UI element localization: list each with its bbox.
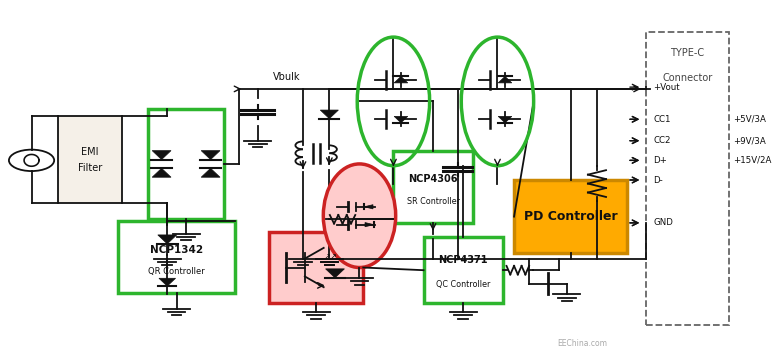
Polygon shape xyxy=(326,269,344,278)
Polygon shape xyxy=(201,168,220,177)
Polygon shape xyxy=(394,116,408,123)
Text: SR Controller: SR Controller xyxy=(406,197,459,206)
Text: Filter: Filter xyxy=(78,163,102,174)
Bar xyxy=(423,237,503,303)
Polygon shape xyxy=(394,76,408,83)
Bar xyxy=(393,152,472,223)
Text: NCP1342: NCP1342 xyxy=(150,245,204,255)
Text: QC Controller: QC Controller xyxy=(436,280,490,289)
Polygon shape xyxy=(159,278,176,286)
Polygon shape xyxy=(152,168,171,177)
Text: TYPE-C: TYPE-C xyxy=(671,48,705,58)
Text: GND: GND xyxy=(653,219,674,228)
Polygon shape xyxy=(498,116,512,123)
Text: +5V/3A: +5V/3A xyxy=(733,115,765,124)
Text: +15V/2A: +15V/2A xyxy=(733,156,771,165)
Bar xyxy=(58,116,122,203)
Polygon shape xyxy=(152,150,171,159)
Polygon shape xyxy=(365,222,374,227)
Bar xyxy=(148,109,224,219)
Polygon shape xyxy=(364,205,373,209)
Text: CC1: CC1 xyxy=(653,115,671,124)
Polygon shape xyxy=(320,110,339,119)
Text: PD Controller: PD Controller xyxy=(524,210,618,223)
Ellipse shape xyxy=(323,164,395,267)
Text: EMI: EMI xyxy=(82,147,99,157)
Bar xyxy=(514,180,627,253)
Text: EEChina.com: EEChina.com xyxy=(557,339,607,348)
Bar xyxy=(646,32,729,325)
Polygon shape xyxy=(201,150,220,159)
Text: Connector: Connector xyxy=(662,73,713,83)
Bar xyxy=(118,221,235,293)
Text: +Vout: +Vout xyxy=(653,83,680,92)
Text: D+: D+ xyxy=(653,156,667,165)
Text: NCP4306: NCP4306 xyxy=(408,174,458,184)
Text: +9V/3A: +9V/3A xyxy=(733,136,765,145)
Text: ↗↗: ↗↗ xyxy=(324,252,338,261)
Text: D-: D- xyxy=(653,176,664,185)
Bar xyxy=(269,232,364,303)
Polygon shape xyxy=(158,235,176,244)
Text: CC2: CC2 xyxy=(653,136,671,145)
Text: QR Controller: QR Controller xyxy=(148,267,205,276)
Text: NCP4371: NCP4371 xyxy=(438,255,488,265)
Text: Vbulk: Vbulk xyxy=(273,72,300,82)
Polygon shape xyxy=(498,76,512,83)
